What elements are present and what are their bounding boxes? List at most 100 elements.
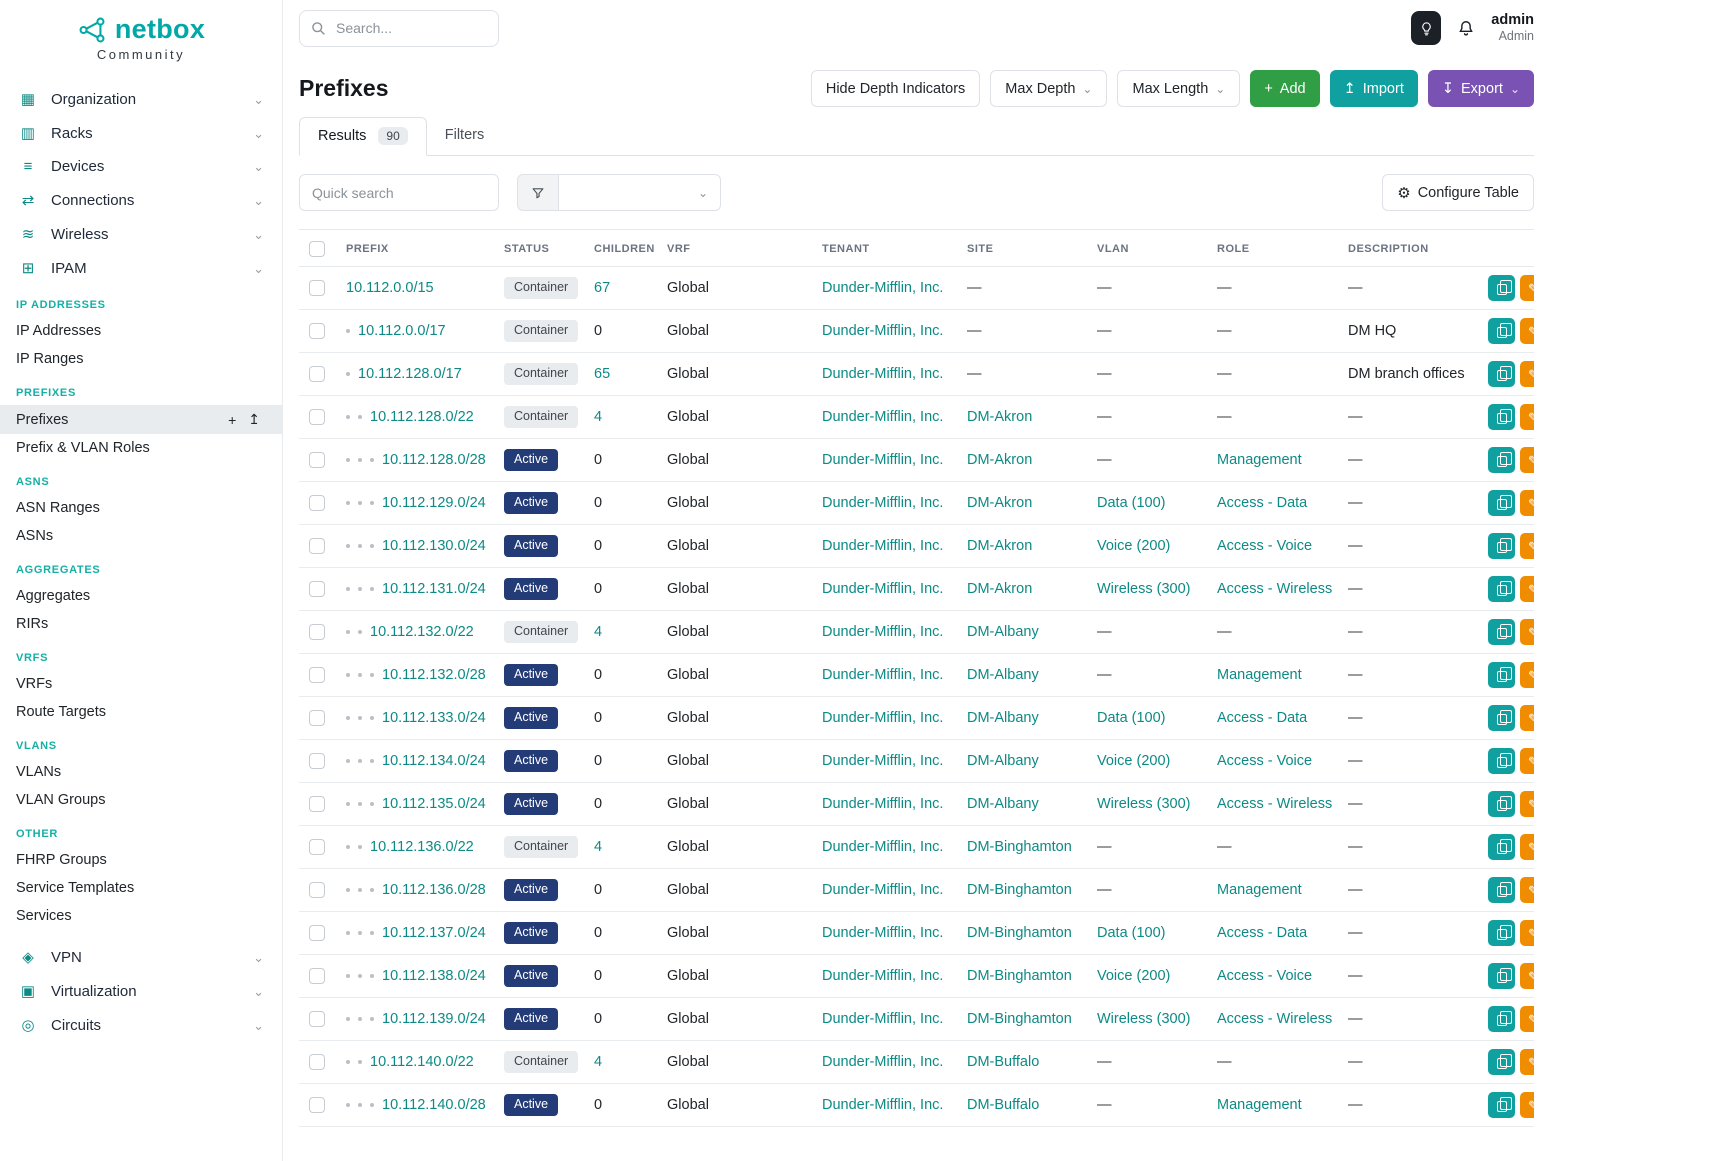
row-checkbox[interactable] (309, 839, 325, 855)
prefix-link[interactable]: 10.112.128.0/22 (370, 409, 474, 425)
vlan-link[interactable]: Wireless (300) (1097, 581, 1190, 597)
copy-button[interactable] (1488, 748, 1515, 774)
role-link[interactable]: Access - Wireless (1217, 1011, 1332, 1027)
sidebar-item-route-targets[interactable]: Route Targets (0, 698, 282, 726)
tenant-link[interactable]: Dunder-Mifflin, Inc. (822, 925, 943, 941)
row-checkbox[interactable] (309, 1097, 325, 1113)
vlan-link[interactable]: Voice (200) (1097, 968, 1170, 984)
sidebar-item-ip-addresses[interactable]: IP Addresses (0, 317, 282, 345)
prefix-link[interactable]: 10.112.132.0/22 (370, 624, 474, 640)
children-count-link[interactable]: 4 (594, 1054, 602, 1070)
copy-button[interactable] (1488, 1049, 1515, 1075)
row-checkbox[interactable] (309, 710, 325, 726)
prefix-link[interactable]: 10.112.0.0/15 (346, 280, 434, 296)
copy-button[interactable] (1488, 705, 1515, 731)
role-link[interactable]: Access - Voice (1217, 538, 1312, 554)
copy-button[interactable] (1488, 447, 1515, 473)
search-input[interactable] (334, 19, 487, 37)
column-header-site[interactable]: SITE (957, 230, 1087, 267)
row-checkbox[interactable] (309, 624, 325, 640)
vlan-link[interactable]: Data (100) (1097, 495, 1166, 511)
notifications-button[interactable] (1456, 18, 1476, 38)
sidebar-item-vlan-groups[interactable]: VLAN Groups (0, 786, 282, 814)
vlan-link[interactable]: Data (100) (1097, 710, 1166, 726)
copy-button[interactable] (1488, 662, 1515, 688)
children-count-link[interactable]: 67 (594, 280, 610, 296)
copy-button[interactable] (1488, 1092, 1515, 1118)
row-checkbox[interactable] (309, 581, 325, 597)
site-link[interactable]: DM-Binghamton (967, 839, 1072, 855)
sidebar-item-vlans[interactable]: VLANs (0, 758, 282, 786)
sidebar-item-asn-ranges[interactable]: ASN Ranges (0, 494, 282, 522)
export-dropdown-button[interactable]: ↧ Export ⌄ (1428, 70, 1534, 107)
prefix-link[interactable]: 10.112.136.0/28 (382, 882, 486, 898)
role-link[interactable]: Access - Data (1217, 925, 1307, 941)
sidebar-item-ipam[interactable]: ⊞ IPAM ⌄ (0, 251, 282, 285)
copy-button[interactable] (1488, 920, 1515, 946)
tenant-link[interactable]: Dunder-Mifflin, Inc. (822, 839, 943, 855)
brand-logo[interactable]: netbox Community (0, 14, 282, 62)
role-link[interactable]: Access - Data (1217, 495, 1307, 511)
site-link[interactable]: DM-Binghamton (967, 925, 1072, 941)
copy-button[interactable] (1488, 318, 1515, 344)
tenant-link[interactable]: Dunder-Mifflin, Inc. (822, 667, 943, 683)
row-checkbox[interactable] (309, 452, 325, 468)
sidebar-item-ip-ranges[interactable]: IP Ranges (0, 345, 282, 373)
row-checkbox[interactable] (309, 968, 325, 984)
sidebar-item-circuits[interactable]: ◎ Circuits ⌄ (0, 1008, 282, 1042)
prefix-link[interactable]: 10.112.137.0/24 (382, 925, 486, 941)
sidebar-item-virtualization[interactable]: ▣ Virtualization ⌄ (0, 974, 282, 1008)
sidebar-item-organization[interactable]: ▦ Organization ⌄ (0, 82, 282, 116)
edit-button[interactable]: ✎ (1520, 619, 1534, 645)
sidebar-item-prefixes[interactable]: Prefixes +↥ (0, 405, 282, 434)
tenant-link[interactable]: Dunder-Mifflin, Inc. (822, 1054, 943, 1070)
sidebar-item-services[interactable]: Services (0, 902, 282, 930)
role-link[interactable]: Management (1217, 667, 1302, 683)
vlan-link[interactable]: Wireless (300) (1097, 796, 1190, 812)
prefix-link[interactable]: 10.112.139.0/24 (382, 1011, 486, 1027)
edit-button[interactable]: ✎ (1520, 490, 1534, 516)
sidebar-item-racks[interactable]: ▥ Racks ⌄ (0, 116, 282, 150)
column-header-vrf[interactable]: VRF (657, 230, 812, 267)
site-link[interactable]: DM-Akron (967, 452, 1032, 468)
site-link[interactable]: DM-Albany (967, 667, 1039, 683)
max-length-dropdown[interactable]: Max Length ⌄ (1117, 70, 1240, 107)
column-header-description[interactable]: DESCRIPTION (1338, 230, 1478, 267)
row-checkbox[interactable] (309, 796, 325, 812)
copy-button[interactable] (1488, 1006, 1515, 1032)
site-link[interactable]: DM-Binghamton (967, 968, 1072, 984)
edit-button[interactable]: ✎ (1520, 275, 1534, 301)
row-checkbox[interactable] (309, 882, 325, 898)
row-checkbox[interactable] (309, 1011, 325, 1027)
sidebar-item-fhrp-groups[interactable]: FHRP Groups (0, 846, 282, 874)
tenant-link[interactable]: Dunder-Mifflin, Inc. (822, 796, 943, 812)
tenant-link[interactable]: Dunder-Mifflin, Inc. (822, 495, 943, 511)
site-link[interactable]: DM-Akron (967, 409, 1032, 425)
role-link[interactable]: Management (1217, 1097, 1302, 1113)
copy-button[interactable] (1488, 533, 1515, 559)
row-checkbox[interactable] (309, 280, 325, 296)
add-button[interactable]: + Add (1250, 70, 1319, 107)
edit-button[interactable]: ✎ (1520, 877, 1534, 903)
sidebar-item-devices[interactable]: ≡ Devices ⌄ (0, 150, 282, 183)
quick-search-input[interactable] (299, 174, 499, 211)
edit-button[interactable]: ✎ (1520, 963, 1534, 989)
sidebar-item-vrfs[interactable]: VRFs (0, 670, 282, 698)
import-button[interactable]: ↥ Import (1330, 70, 1418, 107)
prefix-link[interactable]: 10.112.128.0/28 (382, 452, 486, 468)
prefix-link[interactable]: 10.112.132.0/28 (382, 667, 486, 683)
vlan-link[interactable]: Voice (200) (1097, 753, 1170, 769)
tenant-link[interactable]: Dunder-Mifflin, Inc. (822, 1097, 943, 1113)
tenant-link[interactable]: Dunder-Mifflin, Inc. (822, 452, 943, 468)
row-checkbox[interactable] (309, 495, 325, 511)
column-header-status[interactable]: STATUS (494, 230, 584, 267)
prefix-link[interactable]: 10.112.0.0/17 (358, 323, 446, 339)
row-checkbox[interactable] (309, 538, 325, 554)
role-link[interactable]: Management (1217, 882, 1302, 898)
tab-filters[interactable]: Filters (427, 117, 502, 155)
column-header-role[interactable]: ROLE (1207, 230, 1338, 267)
tenant-link[interactable]: Dunder-Mifflin, Inc. (822, 882, 943, 898)
edit-button[interactable]: ✎ (1520, 834, 1534, 860)
copy-button[interactable] (1488, 361, 1515, 387)
dark-mode-toggle-button[interactable] (1411, 11, 1441, 45)
